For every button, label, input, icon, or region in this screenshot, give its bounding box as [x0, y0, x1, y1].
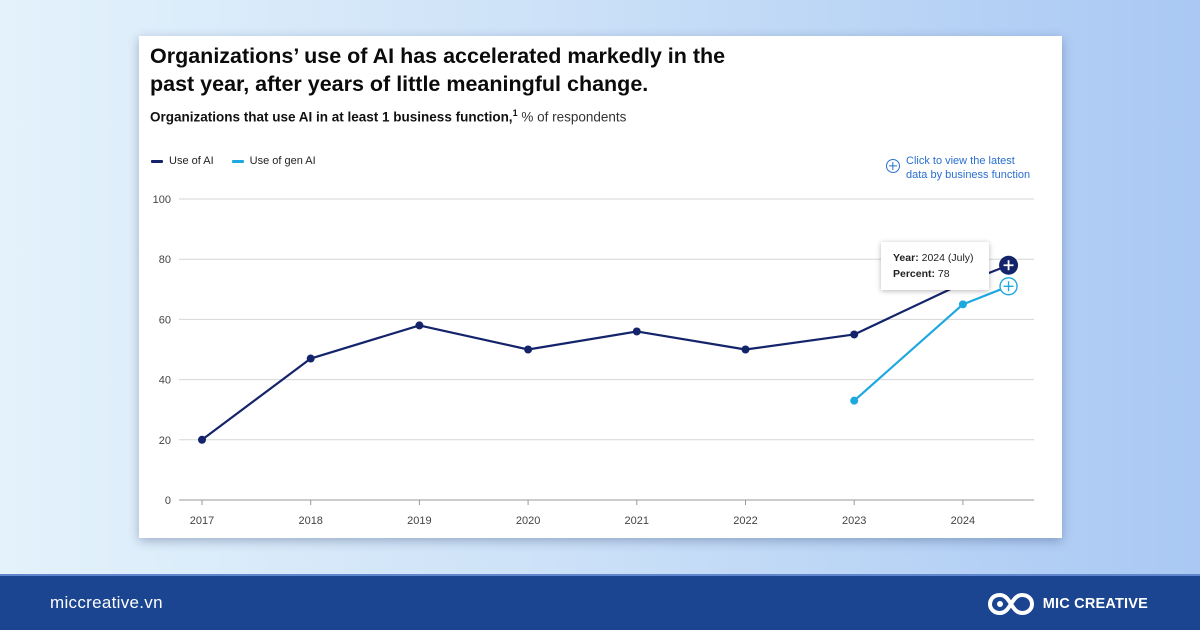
data-tooltip: Year: 2024 (July) Percent: 78: [881, 242, 989, 290]
infinity-logo-icon: [987, 593, 1034, 615]
y-tick-label-20: 20: [159, 435, 171, 447]
x-tick-label-2020: 2020: [516, 515, 540, 527]
series-line-use-of-gen-ai: [853, 285, 1009, 402]
chart-legend: Use of AI Use of gen AI: [151, 155, 316, 167]
y-tick-label-60: 60: [159, 314, 171, 326]
chart-card: Organizations’ use of AI has accelerated…: [139, 36, 1062, 538]
x-tick-label-2019: 2019: [407, 515, 431, 527]
plus-icon-use-of-ai: [1003, 260, 1014, 271]
view-by-business-function-link[interactable]: Click to view the latest data by busines…: [886, 154, 1036, 182]
legend-swatch-use-of-gen-ai: [231, 159, 244, 163]
point-use-of-ai-2021: [632, 327, 641, 336]
point-use-of-gen-ai-2023: [850, 396, 859, 405]
y-tick-label-100: 100: [153, 194, 171, 206]
legend-item-use-of-gen-ai[interactable]: Use of gen AI: [231, 155, 316, 167]
point-use-of-ai-2023: [850, 330, 859, 339]
brand-name: MIC CREATIVE: [1042, 596, 1148, 612]
point-use-of-ai-2020: [524, 345, 533, 354]
x-tick-label-2017: 2017: [190, 515, 214, 527]
legend-label-use-of-gen-ai: Use of gen AI: [249, 155, 316, 167]
legend-swatch-use-of-ai: [151, 159, 163, 163]
y-tick-label-0: 0: [165, 495, 171, 507]
legend-item-use-of-ai[interactable]: Use of AI: [151, 155, 214, 167]
y-tick-label-80: 80: [159, 254, 171, 266]
chart-title: Organizations’ use of AI has accelerated…: [150, 44, 726, 96]
tooltip-percent: Percent: 78: [893, 268, 950, 280]
point-use-of-gen-ai-2024: [958, 300, 967, 309]
plus-circle-icon: [886, 159, 900, 173]
x-tick-label-2023: 2023: [842, 515, 866, 527]
y-tick-label-40: 40: [159, 375, 171, 387]
point-use-of-ai-2017: [198, 435, 206, 444]
footer-bar: miccreative.vn MIC CREATIVE: [0, 574, 1200, 630]
legend-label-use-of-ai: Use of AI: [169, 155, 214, 167]
plus-icon-use-of-gen-ai: [1003, 281, 1014, 292]
point-use-of-ai-2019: [415, 321, 424, 330]
x-tick-label-2021: 2021: [625, 515, 649, 527]
subtitle-footnote[interactable]: 1: [512, 108, 518, 118]
line-chart: 0 20 40 60 80 100 2017 2018 2019 2020 2021 2022 2023…: [153, 194, 1034, 527]
chart-subtitle: Organizations that use AI in at least 1 …: [150, 108, 626, 125]
subtitle-unit: % of respondents: [517, 109, 627, 125]
tooltip-year: Year: 2024 (July): [893, 252, 974, 264]
series-line-use-of-ai: [201, 264, 1009, 441]
cta-label: Click to view the latest data by busines…: [906, 155, 1031, 181]
x-tick-label-2024: 2024: [951, 515, 975, 527]
x-tick-label-2018: 2018: [298, 515, 322, 527]
brand-logo[interactable]: MIC CREATIVE: [987, 589, 1148, 619]
x-tick-label-2022: 2022: [733, 515, 757, 527]
subtitle-bold: Organizations that use AI in at least 1 …: [150, 109, 513, 125]
site-url[interactable]: miccreative.vn: [50, 593, 163, 612]
point-use-of-ai-2018: [306, 354, 315, 363]
point-use-of-ai-2022: [741, 345, 750, 354]
